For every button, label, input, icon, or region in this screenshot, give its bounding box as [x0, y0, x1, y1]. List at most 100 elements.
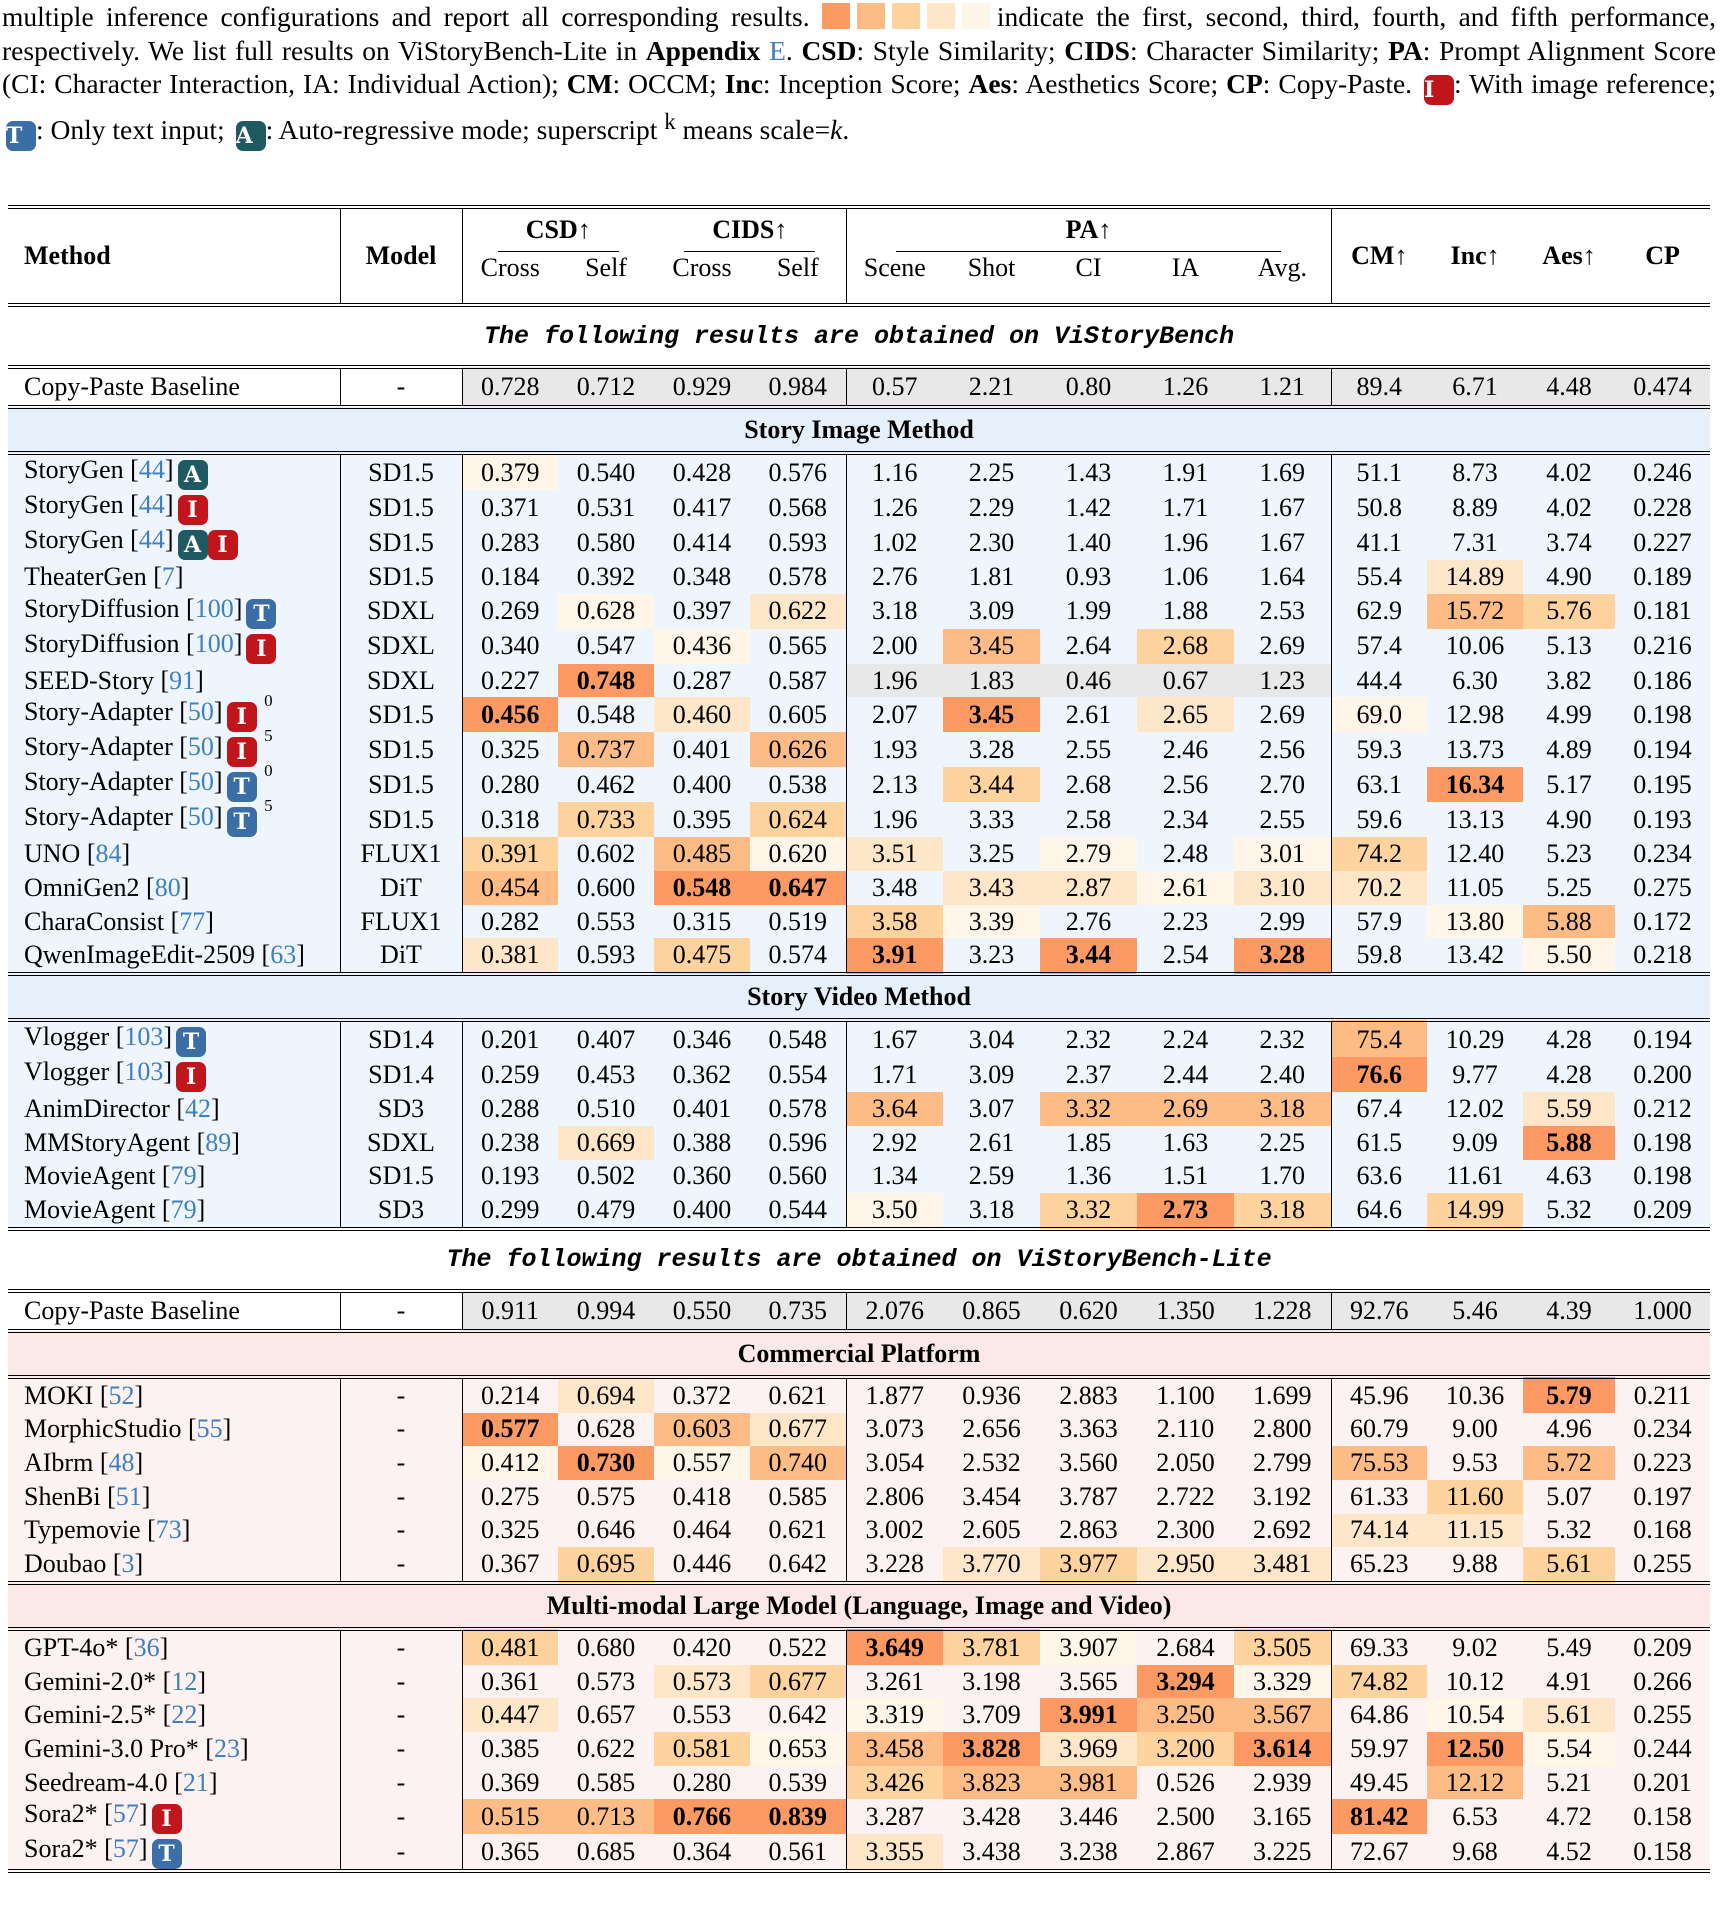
citation-link[interactable]: 52 — [108, 1380, 135, 1410]
citation-link[interactable]: 100 — [194, 628, 234, 658]
citation-link[interactable]: 50 — [187, 767, 214, 797]
value-cell: 41.1 — [1356, 527, 1403, 557]
value-cell: 0.209 — [1633, 1195, 1692, 1225]
value-cell: 0.158 — [1633, 1836, 1692, 1866]
method-name: Copy-Paste Baseline — [24, 372, 240, 401]
citation-link[interactable]: 48 — [108, 1448, 135, 1478]
value-cell: 0.209 — [1633, 1632, 1692, 1662]
value-cell: 0.198 — [1633, 1161, 1692, 1191]
citation-link[interactable]: 21 — [182, 1767, 209, 1797]
value-cell: 0.474 — [1615, 367, 1711, 407]
badge-T-icon: T — [246, 598, 277, 629]
value-cell: 1.23 — [1234, 663, 1332, 698]
badge-wrap: I — [172, 1057, 207, 1093]
value-cell: 16.34 — [1427, 767, 1524, 803]
method-cell: ShenBi [51] — [8, 1479, 341, 1514]
method-name: AIbrm — [24, 1448, 94, 1478]
citation-link[interactable]: 55 — [196, 1414, 223, 1444]
results-source-note: The following results are obtained on Vi… — [446, 1245, 1272, 1275]
citation-link[interactable]: 12 — [171, 1666, 198, 1696]
table-row: CharaConsist [77] FLUX1 0.282 0.553 0.315 0.5… — [8, 904, 1711, 939]
value-cell: 0.547 — [576, 631, 636, 661]
value-cell: 4.02 — [1546, 457, 1592, 487]
citation-link[interactable]: 103 — [124, 1057, 164, 1087]
citation-link[interactable]: 50 — [187, 697, 214, 727]
citation-link[interactable]: 63 — [270, 940, 297, 970]
citation-link[interactable]: 79 — [170, 1161, 197, 1191]
value-cell: 0.730 — [558, 1446, 655, 1480]
citation-link[interactable]: 77 — [179, 906, 206, 936]
citation-link[interactable]: 51 — [115, 1481, 142, 1511]
value-cell: 67.4 — [1356, 1093, 1403, 1123]
caption-text: : Auto-regressive mode; superscript — [265, 114, 665, 146]
value-cell: 0.275 — [1633, 872, 1692, 902]
citation-link[interactable]: 57 — [112, 1799, 139, 1829]
value-cell: 0.596 — [750, 1125, 847, 1160]
value-cell: 0.364 — [672, 1836, 732, 1866]
value-cell: 3.458 — [846, 1732, 944, 1766]
value-cell: 0.325 — [481, 1515, 540, 1545]
citation-link[interactable]: 42 — [185, 1093, 212, 1123]
value-cell: 0.548 — [576, 699, 636, 729]
model-cell: SD1.5 — [340, 1159, 463, 1194]
method-cell: Copy-Paste Baseline — [8, 367, 341, 407]
header-model: Model — [340, 207, 463, 305]
value-cell: 44.4 — [1356, 665, 1403, 695]
citation-link[interactable]: 100 — [194, 593, 234, 623]
value-cell: 0.576 — [750, 453, 847, 490]
caption-ital: k — [830, 114, 843, 146]
method-cell: Story-Adapter [50] I 5 — [8, 726, 341, 768]
citation-link[interactable]: 7 — [161, 561, 175, 591]
citation-link[interactable]: 91 — [169, 665, 196, 695]
citation-link[interactable]: 50 — [187, 802, 214, 832]
citation-link[interactable]: 3 — [121, 1549, 135, 1579]
caption-text: : Aesthetics Score; — [1011, 68, 1227, 99]
value-cell: 0.647 — [750, 871, 847, 905]
table-row: AnimDirector [42] SD3 0.288 0.510 0.401 0.578… — [8, 1092, 1711, 1126]
value-cell: 3.28 — [968, 734, 1015, 764]
value-cell: 4.63 — [1546, 1161, 1592, 1191]
value-cell: 8.73 — [1452, 457, 1498, 487]
value-cell: 0.168 — [1633, 1515, 1692, 1545]
table-row: Copy-Paste Baseline -0.728 0.712 0.929 0.984… — [8, 367, 1711, 407]
value-cell: 0.624 — [750, 802, 847, 838]
value-cell: 9.88 — [1452, 1549, 1498, 1579]
method-cell: MovieAgent [79] — [8, 1159, 341, 1194]
value-cell: 0.280 — [481, 769, 540, 799]
citation-link[interactable]: 89 — [205, 1127, 232, 1157]
value-cell: 6.30 — [1452, 665, 1498, 695]
method-name: Vlogger — [24, 1057, 110, 1087]
subheader-cross: Cross — [672, 253, 732, 282]
citation-link[interactable]: 103 — [124, 1022, 164, 1052]
citation-link[interactable]: 50 — [187, 732, 214, 762]
value-cell: 2.68 — [1065, 769, 1112, 799]
value-cell: 0.186 — [1633, 665, 1692, 695]
citation-link[interactable]: 44 — [138, 490, 165, 519]
value-cell: 55.4 — [1356, 561, 1403, 591]
value-cell: 0.502 — [576, 1161, 636, 1191]
value-cell: 3.787 — [1059, 1481, 1118, 1511]
citation-link[interactable]: 36 — [133, 1632, 160, 1662]
value-cell: 1.51 — [1162, 1161, 1209, 1191]
citation-link[interactable]: 57 — [112, 1834, 139, 1864]
table-row: ShenBi [51] -0.275 0.575 0.418 0.585 2.806 3.4… — [8, 1479, 1711, 1514]
citation-link[interactable]: 44 — [138, 455, 165, 484]
badge-wrap: I — [207, 525, 238, 560]
citation-link[interactable]: 84 — [95, 839, 122, 869]
citation-link[interactable]: 44 — [138, 525, 165, 554]
value-cell: 0.475 — [654, 938, 751, 975]
section-header-row: Multi-modal Large Model (Language, Image… — [8, 1583, 1711, 1629]
appendix-link[interactable]: E — [769, 34, 786, 66]
citation-link[interactable]: 80 — [154, 872, 181, 902]
citation-link[interactable]: 79 — [170, 1195, 197, 1225]
citation-link[interactable]: 23 — [213, 1733, 240, 1763]
citation-link[interactable]: 22 — [171, 1700, 198, 1730]
value-cell: 11.61 — [1446, 1161, 1504, 1191]
citation-link[interactable]: 73 — [155, 1515, 182, 1545]
method-cell: Sora2* [57] I — [8, 1799, 341, 1835]
value-cell: 1.88 — [1162, 596, 1209, 626]
method-cell: OmniGen2 [80] — [8, 871, 341, 905]
table-row: Vlogger [103] T SD1.4 0.201 0.407 0.346 0.548 1… — [8, 1020, 1711, 1058]
table-row: MovieAgent [79] SD1.5 0.193 0.502 0.360 0.560… — [8, 1159, 1711, 1194]
method-name: MovieAgent — [24, 1195, 156, 1225]
